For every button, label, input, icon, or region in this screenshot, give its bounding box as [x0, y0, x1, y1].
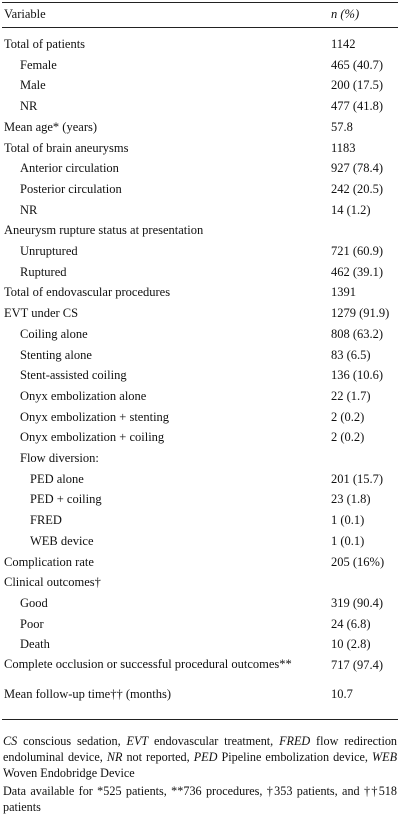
row-value: 24 (6.8): [331, 616, 371, 631]
header-cell: n (%): [331, 7, 360, 21]
row-label: Male: [20, 78, 46, 93]
row-value: 465 (40.7): [331, 57, 384, 72]
row-value: 201 (15.7): [331, 471, 384, 486]
row-value: 462 (39.1): [331, 264, 384, 279]
row-label: Female: [20, 57, 57, 72]
row-label: Stenting alone: [20, 347, 92, 362]
row-label: Coiling alone: [20, 326, 88, 341]
row-value: 1279 (91.9): [331, 306, 390, 321]
abbreviation: WEB: [371, 750, 398, 764]
abbreviations: CS conscious sedation, EVT endovascular …: [3, 733, 397, 781]
row-label: Flow diversion:: [20, 451, 99, 465]
row-value: 57.8: [331, 119, 353, 134]
row-label: Unruptured: [20, 244, 78, 258]
bottom-rule: [2, 719, 398, 720]
abbreviation: CS: [3, 734, 18, 748]
row-label: Posterior circulation: [20, 181, 122, 196]
row-value: 136 (10.6): [331, 368, 384, 383]
row-label: Anterior circulation: [20, 161, 119, 176]
row-label: Total of patients: [4, 37, 86, 51]
abbreviation-text: endovascular treatment,: [154, 734, 274, 748]
row-value: 205 (16%): [331, 554, 385, 569]
abbreviation-text: Pipeline embolization device,: [221, 750, 368, 764]
abbreviation-text: Woven Endobridge Device: [3, 766, 135, 780]
top-rule: [2, 2, 398, 3]
row-value: 1142: [331, 37, 356, 51]
row-value: 477 (41.8): [331, 99, 384, 114]
row-label: Total of endovascular procedures: [4, 285, 171, 300]
abbreviation-text: not reported,: [126, 750, 190, 764]
row-label: Total of brain aneurysms: [4, 140, 129, 155]
row-value: 22 (1.7): [331, 388, 371, 403]
row-value: 1183: [331, 140, 356, 155]
row-label: EVT under CS: [4, 306, 79, 321]
row-label: Mean age* (years): [4, 119, 98, 134]
row-label: NR: [20, 99, 38, 114]
row-value: 2 (0.2): [331, 409, 365, 424]
row-value: 721 (60.9): [331, 244, 384, 258]
row-value: 242 (20.5): [331, 181, 384, 196]
row-label: Aneurysm rupture status at presentation: [4, 223, 204, 238]
row-label: Complete occlusion or successful procedu…: [4, 657, 292, 671]
row-label: Onyx embolization alone: [20, 388, 147, 403]
abbreviation: PED: [193, 750, 218, 764]
row-label: Onyx embolization + coiling: [20, 430, 165, 445]
row-value: 808 (63.2): [331, 326, 384, 341]
abbreviation: FRED: [279, 734, 311, 748]
row-label: Mean follow-up time†† (months): [4, 687, 171, 701]
row-value: 927 (78.4): [331, 161, 384, 176]
row-value: 200 (17.5): [331, 78, 384, 93]
row-label: FRED: [30, 513, 62, 528]
row-label: NR: [20, 202, 38, 217]
row-value: 1 (0.1): [331, 513, 365, 528]
row-label: Poor: [20, 616, 44, 631]
row-label: Complication rate: [4, 554, 94, 569]
abbreviation: EVT: [126, 734, 149, 748]
row-value: 1 (0.1): [331, 533, 365, 548]
row-value: 14 (1.2): [331, 202, 371, 217]
row-label: Clinical outcomes†: [4, 575, 101, 590]
abbreviation: NR: [106, 750, 123, 764]
row-label: Death: [20, 637, 50, 652]
row-value: 2 (0.2): [331, 430, 365, 445]
row-value: 10 (2.8): [331, 637, 371, 652]
row-value: 23 (1.8): [331, 492, 371, 507]
row-label: WEB device: [30, 533, 94, 548]
row-value: 10.7: [331, 687, 353, 701]
abbreviation-text: flow redirection endoluminal device,: [3, 734, 398, 764]
abbreviation-text: conscious sedation,: [23, 734, 121, 748]
row-label: Good: [20, 595, 48, 610]
row-label: PED alone: [30, 471, 84, 486]
row-value: 1391: [331, 285, 356, 300]
row-label: Ruptured: [20, 264, 67, 279]
footnotes: CS conscious sedation, EVT endovascular …: [3, 733, 397, 817]
row-value: 83 (6.5): [331, 347, 371, 362]
header-rule: [2, 27, 398, 28]
header-cell: Variable: [4, 7, 46, 21]
row-label: Stent-assisted coiling: [20, 368, 127, 383]
data-note: Data available for *525 patients, **736 …: [3, 784, 397, 814]
row-label: Onyx embolization + stenting: [20, 409, 170, 424]
row-label: PED + coiling: [30, 492, 102, 507]
row-value: 319 (90.4): [331, 595, 384, 610]
row-value: 717 (97.4): [331, 658, 384, 672]
